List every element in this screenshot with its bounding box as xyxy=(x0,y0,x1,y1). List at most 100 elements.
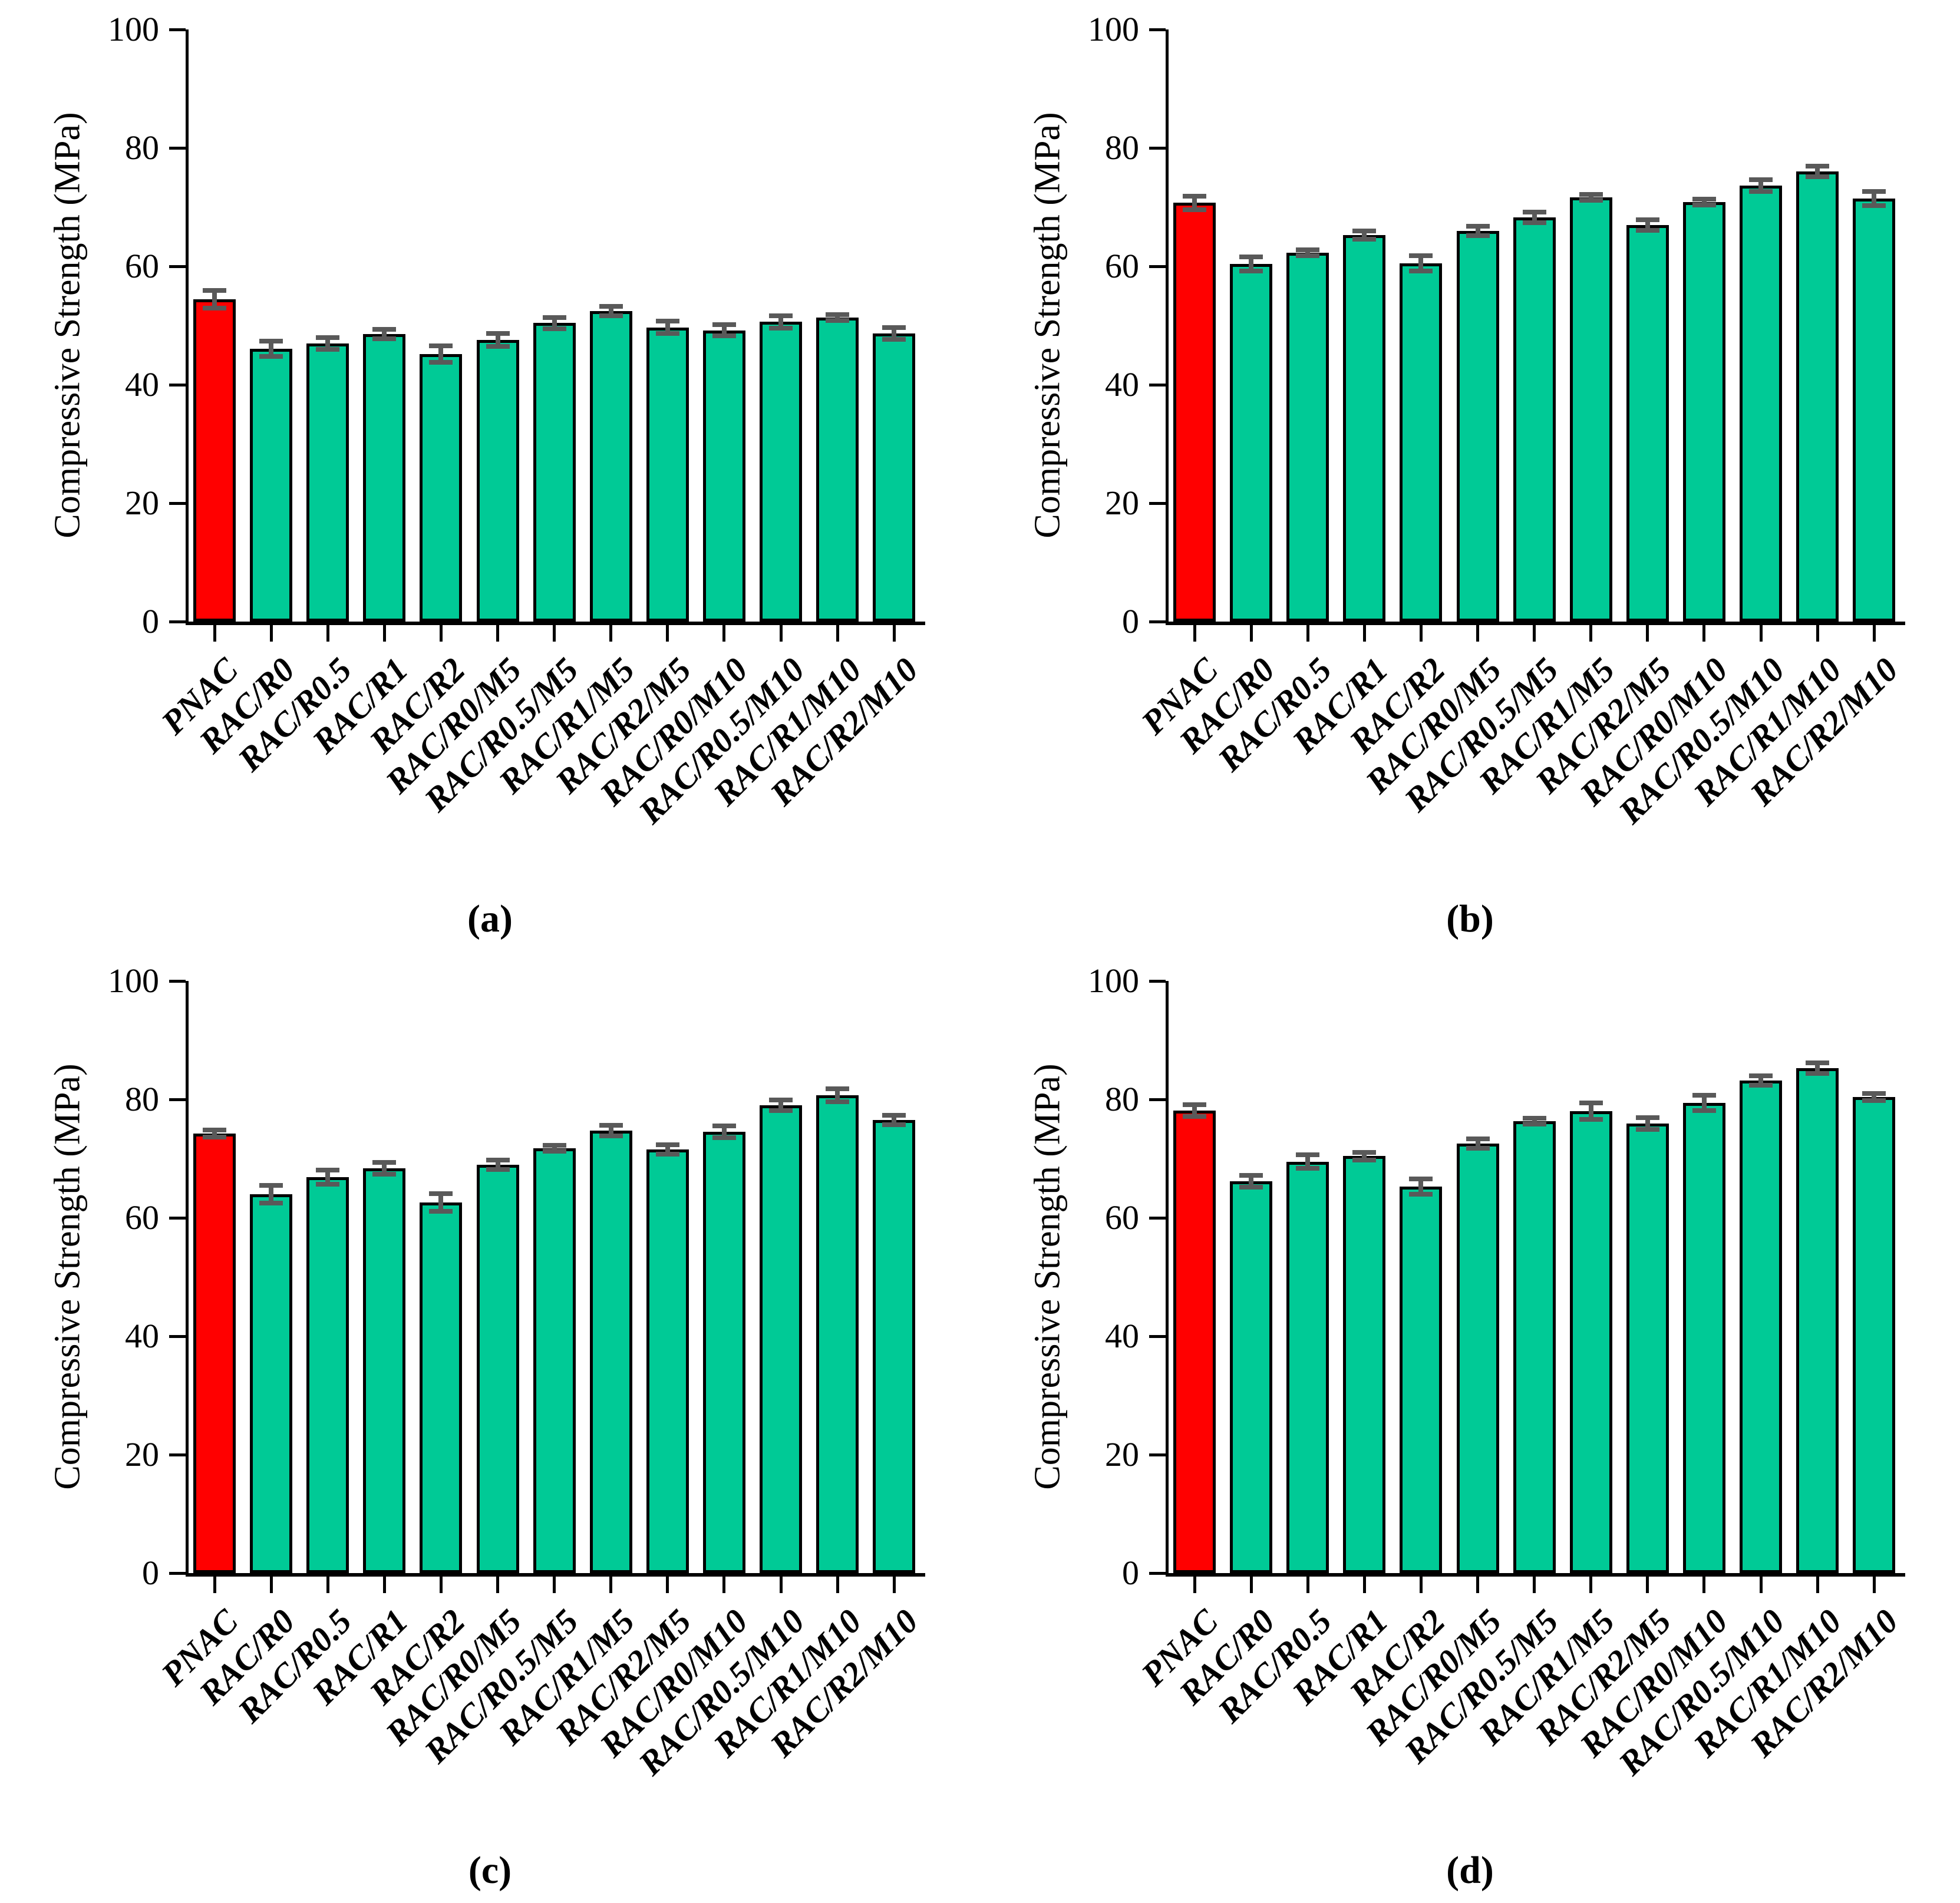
error-bar-cap-top xyxy=(429,1191,453,1196)
error-bar-stem xyxy=(1192,1105,1197,1117)
panel-d: Compressive Strength (MPa) 0 20 40 60 80 100 PN… xyxy=(980,951,1960,1903)
error-bar-cap-bottom xyxy=(882,1122,906,1128)
error-bar-cap-bottom xyxy=(1352,236,1377,242)
x-tick-mark xyxy=(1249,1577,1253,1593)
bar-RAC-R0.5 xyxy=(1286,252,1329,622)
error-bar-cap-top xyxy=(259,1182,283,1188)
y-tick-label: 60 xyxy=(1105,247,1139,285)
error-bar-stem xyxy=(1305,1155,1311,1168)
y-tick-label: 80 xyxy=(125,1080,159,1118)
error-bar-stem xyxy=(382,329,387,339)
x-tick-mark xyxy=(1362,1577,1366,1593)
error-bar-cap-top xyxy=(882,1113,906,1118)
y-tick-mark xyxy=(169,265,186,268)
error-bar-cap-top xyxy=(1522,209,1546,214)
y-axis-title: Compressive Strength (MPa) xyxy=(47,112,88,538)
bar-RAC-R0.5-M10 xyxy=(1740,1080,1782,1573)
y-tick-mark xyxy=(1149,620,1166,623)
error-bar-cap-bottom xyxy=(655,1152,679,1157)
x-tick-mark xyxy=(666,1577,669,1593)
y-tick-mark xyxy=(169,979,186,983)
error-bar-cap-bottom xyxy=(203,1135,226,1140)
bar-RAC-R0.5-M10 xyxy=(760,322,802,622)
bar-RAC-R2-M10 xyxy=(873,333,916,622)
error-bar-cap-bottom xyxy=(1862,1098,1886,1103)
bar-RAC-R1-M5 xyxy=(1569,197,1612,622)
error-bar-stem xyxy=(1872,1093,1877,1101)
x-tick-mark xyxy=(1306,625,1309,642)
error-bar-cap-top xyxy=(712,1124,736,1129)
bar-RAC-R0.5 xyxy=(306,1177,349,1573)
plot-area: 0 20 40 60 80 100 PNAC RAC/R0 RAC/R0.5 RAC/R1 RAC/… xyxy=(1088,10,1905,831)
x-tick-mark xyxy=(779,625,783,642)
error-bar-cap-top xyxy=(372,1159,397,1165)
y-tick-label: 100 xyxy=(1088,962,1139,1000)
y-tick-mark xyxy=(1149,1453,1166,1456)
x-tick-mark xyxy=(836,1577,839,1593)
error-bar-cap-top xyxy=(655,319,679,324)
x-tick-mark xyxy=(496,625,499,642)
bar-RAC-R0-M10 xyxy=(1682,1103,1725,1573)
panel-letter-a: (a) xyxy=(467,897,513,940)
error-bar-stem xyxy=(269,341,274,356)
error-bar-cap-top xyxy=(1296,247,1320,252)
bar-RAC-R1 xyxy=(363,333,406,622)
error-bar-cap-top xyxy=(1862,1091,1886,1096)
x-tick-mark xyxy=(553,625,556,642)
y-tick-mark xyxy=(169,146,186,150)
x-tick-mark xyxy=(1872,625,1876,642)
error-bar-stem xyxy=(438,345,444,362)
y-tick-label: 0 xyxy=(142,1554,159,1592)
error-bar-cap-top xyxy=(1635,1115,1659,1121)
error-bar-cap-top xyxy=(429,343,453,348)
error-bar-stem xyxy=(325,337,331,349)
error-bar-stem xyxy=(325,1169,331,1184)
x-tick-mark xyxy=(1646,625,1649,642)
error-bar-cap-top xyxy=(316,335,340,340)
y-tick-label: 80 xyxy=(1105,128,1139,167)
x-tick-mark xyxy=(1872,1577,1876,1593)
plot-area: 0 20 40 60 80 100 PNAC RAC/R0 RAC/R0.5 RAC/R1 RAC/… xyxy=(1088,962,1905,1783)
error-bar-cap-top xyxy=(1296,1152,1320,1158)
error-bar-cap-bottom xyxy=(486,343,510,349)
y-tick-mark xyxy=(169,501,186,505)
error-bar-cap-bottom xyxy=(655,331,679,336)
y-tick-label: 60 xyxy=(1105,1198,1139,1237)
bar-RAC-R0 xyxy=(1230,263,1273,622)
error-bar-cap-bottom xyxy=(1749,1082,1773,1088)
error-bar-cap-bottom xyxy=(1522,220,1546,225)
error-bar-stem xyxy=(1645,1118,1650,1130)
error-bar-cap-top xyxy=(203,1128,226,1133)
bar-PNAC xyxy=(1173,203,1216,622)
y-tick-label: 0 xyxy=(1122,602,1139,640)
error-bar-cap-top xyxy=(542,315,566,321)
error-bar-cap-bottom xyxy=(599,1134,623,1139)
bar-PNAC xyxy=(193,1134,236,1573)
y-tick-label: 20 xyxy=(1105,484,1139,522)
x-tick-mark xyxy=(836,625,839,642)
y-axis-title: Compressive Strength (MPa) xyxy=(1027,1063,1068,1490)
error-bar-cap-top xyxy=(1522,1116,1546,1121)
error-bar-stem xyxy=(778,1100,783,1111)
error-bar-cap-top xyxy=(1466,1136,1490,1142)
y-tick-label: 40 xyxy=(125,365,159,404)
x-tick-mark xyxy=(269,625,273,642)
error-bar-stem xyxy=(212,1130,217,1138)
bar-RAC-R0 xyxy=(1230,1181,1273,1573)
bar-RAC-R0.5-M5 xyxy=(533,1148,576,1573)
y-tick-mark xyxy=(169,1571,186,1575)
x-tick-mark xyxy=(1419,625,1423,642)
bar-RAC-R1-M5 xyxy=(589,1131,632,1573)
x-tick-mark xyxy=(779,1577,783,1593)
error-bar-stem xyxy=(1418,1178,1424,1194)
error-bar-cap-top xyxy=(1579,1101,1603,1106)
error-bar-stem xyxy=(1532,212,1537,223)
error-bar-cap-bottom xyxy=(1692,203,1716,208)
error-bar-cap-top xyxy=(1692,197,1716,202)
x-tick-mark xyxy=(1419,1577,1423,1593)
error-bar-cap-top xyxy=(1692,1092,1716,1098)
error-bar-cap-bottom xyxy=(259,353,283,359)
x-tick-mark xyxy=(382,625,386,642)
error-bar-cap-top xyxy=(486,331,510,336)
error-bar-cap-bottom xyxy=(429,1208,453,1214)
